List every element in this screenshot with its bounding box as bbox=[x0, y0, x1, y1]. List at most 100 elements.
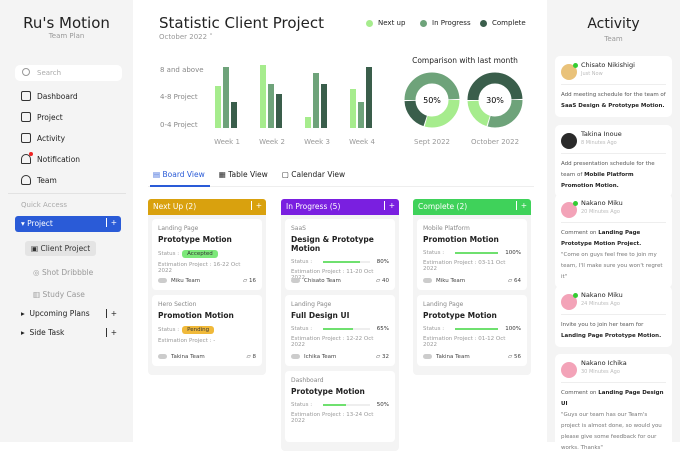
search-input[interactable]: Search bbox=[15, 65, 122, 81]
task-card[interactable]: Dashboard Prototype Motion Status : 50% Esti… bbox=[285, 371, 395, 442]
card-title: Prototype Motion bbox=[158, 235, 232, 244]
estimation: Estimation Project : - bbox=[158, 338, 216, 344]
comments[interactable]: ▱ 64 bbox=[508, 278, 521, 284]
legend-label: Next up bbox=[378, 19, 406, 27]
bar-next-up bbox=[215, 85, 221, 128]
tab-table-view[interactable]: ▦ Table View bbox=[218, 170, 268, 179]
comments[interactable]: ▱ 32 bbox=[376, 354, 389, 360]
status-label: Status : bbox=[291, 402, 313, 408]
progress-bar bbox=[323, 261, 370, 263]
text: Add meeting schedule for the team of bbox=[561, 92, 666, 98]
timestamp: 30 Minutes Ago bbox=[581, 369, 620, 375]
nav-activity[interactable]: Activity bbox=[21, 133, 65, 143]
estimation: Estimation Project : 01-12 Oct 2022 bbox=[423, 336, 506, 348]
bar-in-progress bbox=[223, 67, 229, 128]
team-avatars-icon bbox=[158, 354, 167, 359]
nav-label: Notification bbox=[37, 154, 81, 164]
bell-icon bbox=[21, 152, 33, 164]
activity-card[interactable]: Nakano Miku 24 Minutes Ago Invite you to j… bbox=[555, 286, 672, 347]
donut-label: Sept 2022 bbox=[414, 138, 450, 146]
tab-board-view[interactable]: ▤ Board View bbox=[153, 170, 205, 179]
add-icon[interactable]: + bbox=[105, 218, 117, 227]
timestamp: 20 Minutes Ago bbox=[581, 209, 620, 215]
x-tick: Week 1 bbox=[214, 138, 240, 146]
donut-slice-next-up bbox=[404, 72, 460, 128]
bar-in-progress bbox=[358, 101, 364, 128]
nav-dashboard[interactable]: Dashboard bbox=[21, 91, 78, 101]
team: Takina Team bbox=[423, 354, 470, 360]
add-icon[interactable]: + bbox=[250, 201, 262, 210]
client-project-item[interactable]: ▣ Client Project bbox=[25, 241, 97, 256]
tab-label: Board View bbox=[162, 170, 205, 179]
shot-dribbble-item[interactable]: ◎ Shot Dribbble bbox=[33, 268, 94, 277]
online-indicator bbox=[573, 292, 578, 298]
nav-label: Team bbox=[37, 175, 57, 185]
avatar bbox=[561, 200, 578, 218]
column-title: Complete (2) bbox=[418, 202, 468, 211]
activity-card[interactable]: Nakano Ichika 30 Minutes Ago Comment on La… bbox=[555, 354, 672, 459]
activity-card[interactable]: Chisato Nikishigi Just Now Add meeting sch… bbox=[555, 56, 672, 117]
team: Takina Team bbox=[158, 354, 205, 360]
status-label: Status : bbox=[291, 259, 313, 265]
activity-text: Comment on Landing Page Design UI "Guys o… bbox=[561, 382, 666, 454]
bar-in-progress bbox=[313, 73, 319, 128]
status-label: Status : bbox=[423, 250, 445, 256]
nav-team[interactable]: Team bbox=[21, 175, 57, 185]
task-card[interactable]: Mobile Platform Promotion Motion Status : 1… bbox=[417, 219, 527, 290]
add-icon[interactable]: + bbox=[383, 201, 395, 210]
add-icon[interactable]: + bbox=[105, 328, 117, 337]
comment-count: 32 bbox=[382, 354, 389, 360]
bar-complete bbox=[366, 67, 372, 128]
estimation: Estimation Project : 12-22 Oct 2022 bbox=[291, 336, 374, 348]
progress-label: 65% bbox=[376, 326, 389, 332]
card-title: Promotion Motion bbox=[423, 235, 499, 244]
nav-project[interactable]: Project bbox=[21, 112, 63, 122]
task-card[interactable]: Hero Section Promotion Motion Status : Pend… bbox=[152, 295, 262, 366]
comments[interactable]: ▱ 40 bbox=[376, 278, 389, 284]
tab-calendar-view[interactable]: ▢ Calendar View bbox=[281, 170, 346, 179]
activity-text: Add meeting schedule for the team of Saa… bbox=[561, 84, 666, 112]
comments[interactable]: ▱ 8 bbox=[247, 354, 256, 360]
comment-icon: ▱ bbox=[376, 354, 381, 360]
month-select[interactable]: October 2022 ˅ bbox=[159, 33, 213, 41]
add-icon[interactable]: + bbox=[515, 201, 527, 210]
task-card[interactable]: SaaS Design & Prototype Motion Status : 80%… bbox=[285, 219, 395, 290]
card-category: Dashboard bbox=[291, 377, 324, 384]
add-icon[interactable]: + bbox=[105, 309, 117, 318]
progress-bar bbox=[323, 404, 370, 406]
task-card[interactable]: Landing Page Full Design UI Status : 65% Est… bbox=[285, 295, 395, 366]
team-avatars-icon bbox=[423, 354, 432, 359]
task-card[interactable]: Landing Page Prototype Motion Status : 100%… bbox=[417, 295, 527, 366]
status-label: Status : bbox=[291, 326, 313, 332]
card-category: Mobile Platform bbox=[423, 225, 470, 232]
search-icon bbox=[22, 68, 30, 76]
comments[interactable]: ▱ 16 bbox=[243, 278, 256, 284]
activity-card[interactable]: Takina Inoue 8 Minutes Ago Add presentatio… bbox=[555, 125, 672, 197]
bar-complete bbox=[231, 101, 237, 128]
quick-project[interactable]: ▾ Project + bbox=[15, 216, 121, 232]
column-header: In Progress (5) + bbox=[281, 199, 399, 215]
comment-icon: ▱ bbox=[508, 278, 513, 284]
task-card[interactable]: Landing Page Prototype Motion Status : Acce… bbox=[152, 219, 262, 290]
card-status: Status : 50% bbox=[291, 402, 389, 408]
side-task-group[interactable]: ▸ Side Task + bbox=[21, 328, 117, 337]
highlight: SaaS Design & Prototype Motion. bbox=[561, 103, 665, 109]
donut-center-label: 30% bbox=[486, 96, 504, 105]
column-title: Next Up (2) bbox=[153, 202, 197, 211]
team-avatars-icon bbox=[423, 278, 432, 283]
team-name: Miku Team bbox=[171, 278, 201, 284]
comments[interactable]: ▱ 56 bbox=[508, 354, 521, 360]
card-status: Status : Pending bbox=[158, 326, 256, 334]
study-case-item[interactable]: ▥ Study Case bbox=[33, 290, 85, 299]
upcoming-plans-group[interactable]: ▸ Upcoming Plans + bbox=[21, 309, 117, 318]
nav-notification[interactable]: Notification bbox=[21, 152, 81, 164]
activity-text: Add presentation schedule for the team o… bbox=[561, 153, 666, 192]
y-tick: 8 and above bbox=[160, 66, 204, 74]
progress-label: 50% bbox=[376, 402, 389, 408]
activity-card[interactable]: Nakano Miku 20 Minutes Ago Comment on Land… bbox=[555, 194, 672, 288]
bar-complete bbox=[276, 93, 282, 128]
y-tick: 0-4 Project bbox=[160, 121, 198, 129]
donut-charts: 50% 30% bbox=[404, 72, 523, 128]
team-icon bbox=[21, 175, 31, 185]
donut-slice-complete bbox=[467, 72, 523, 128]
